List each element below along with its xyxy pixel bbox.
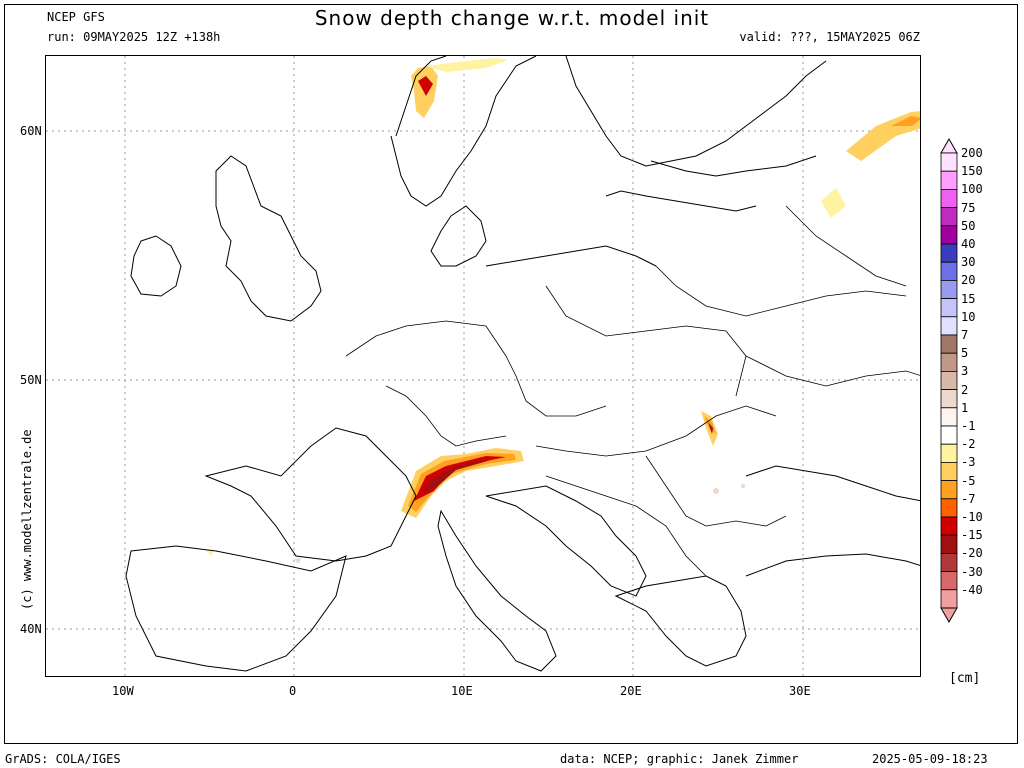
colorbar-level-label: -40	[961, 582, 983, 597]
map-canvas	[46, 56, 920, 676]
colorbar-top-arrow	[940, 137, 958, 154]
model-label: NCEP GFS	[47, 10, 105, 24]
colorbar-level-label: 7	[961, 328, 969, 342]
colorbar-level-label: 5	[961, 346, 969, 361]
colorbar-level-label: 100	[961, 182, 983, 197]
colorbar-swatch	[940, 189, 958, 209]
lat-label-60n: 60N	[20, 124, 42, 138]
colorbar	[940, 137, 958, 624]
map-panel	[45, 55, 921, 677]
colorbar-level-label: 10	[961, 309, 976, 324]
valid-label: valid: ???, 15MAY2025 06Z	[739, 30, 920, 44]
footer-timestamp: 2025-05-09-18:23	[872, 752, 988, 766]
lon-label-30e: 30E	[789, 684, 811, 698]
borders	[345, 205, 920, 577]
colorbar-level-label: 200	[961, 146, 983, 160]
colorbar-swatch	[940, 170, 958, 190]
colorbar-swatch	[940, 443, 958, 463]
colorbar-swatch	[940, 152, 958, 172]
colorbar-swatch	[940, 225, 958, 245]
colorbar-bottom-arrow	[940, 607, 958, 624]
outer-frame	[4, 4, 1018, 744]
colorbar-swatch	[940, 207, 958, 227]
colorbar-level-label: -30	[961, 564, 983, 579]
colorbar-level-label: -20	[961, 546, 983, 561]
colorbar-swatch	[940, 534, 958, 554]
lon-label-10e: 10E	[451, 684, 473, 698]
colorbar-level-label: 40	[961, 237, 976, 251]
colorbar-level-label: 3	[961, 364, 969, 379]
lon-label-0: 0	[289, 684, 297, 698]
colorbar-level-label: 30	[961, 255, 976, 270]
footer-grads: GrADS: COLA/IGES	[5, 752, 121, 766]
colorbar-level-label: 2	[961, 382, 969, 397]
colorbar-level-label: -7	[961, 491, 976, 506]
snow-change-shading	[206, 58, 920, 564]
colorbar-swatch	[940, 407, 958, 427]
colorbar-swatch	[940, 425, 958, 445]
colorbar-level-label: -10	[961, 510, 983, 524]
footer-data: data: NCEP; graphic: Janek Zimmer	[560, 752, 799, 766]
colorbar-level-label: 75	[961, 200, 976, 215]
lon-label-10w: 10W	[112, 684, 134, 698]
colorbar-level-label: 20	[961, 273, 976, 288]
colorbar-swatch	[940, 334, 958, 354]
map-title: Snow depth change w.r.t. model init	[314, 6, 710, 30]
coastlines	[125, 56, 920, 672]
colorbar-level-label: 1	[961, 400, 969, 415]
graticule	[46, 56, 920, 676]
lat-label-40n: 40N	[20, 622, 42, 636]
colorbar-swatch	[940, 516, 958, 536]
colorbar-level-label: -3	[961, 455, 976, 470]
colorbar-swatch	[940, 352, 958, 372]
run-label: run: 09MAY2025 12Z +138h	[47, 30, 221, 44]
colorbar-swatch	[940, 316, 958, 336]
colorbar-swatch	[940, 589, 958, 609]
lat-label-50n: 50N	[20, 373, 42, 387]
colorbar-swatch	[940, 370, 958, 390]
colorbar-swatch	[940, 571, 958, 591]
colorbar-swatch	[940, 243, 958, 263]
colorbar-level-label: -1	[961, 419, 976, 433]
colorbar-level-label: -2	[961, 437, 976, 452]
colorbar-level-label: -15	[961, 528, 983, 543]
colorbar-swatch	[940, 389, 958, 409]
colorbar-level-label: -5	[961, 473, 976, 488]
colorbar-swatch	[940, 261, 958, 281]
lon-label-20e: 20E	[620, 684, 642, 698]
colorbar-swatch	[940, 298, 958, 318]
colorbar-level-label: 15	[961, 291, 976, 306]
colorbar-level-label: 150	[961, 164, 983, 179]
colorbar-swatch	[940, 552, 958, 572]
colorbar-swatch	[940, 480, 958, 500]
colorbar-unit: [cm]	[949, 671, 981, 686]
colorbar-swatch	[940, 461, 958, 481]
colorbar-level-label: 50	[961, 218, 976, 233]
colorbar-swatch	[940, 498, 958, 518]
colorbar-swatch	[940, 279, 958, 299]
credit-text: (c) www.modellzentrale.de	[20, 429, 34, 610]
